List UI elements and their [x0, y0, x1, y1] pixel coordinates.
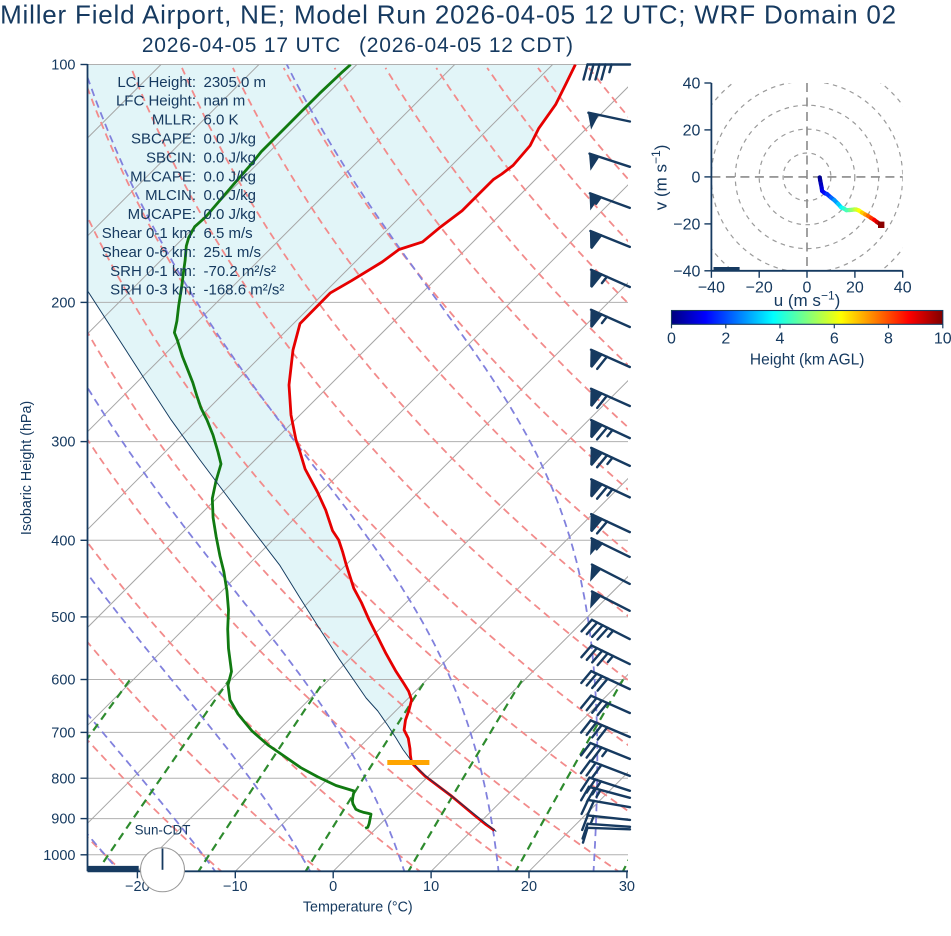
- svg-text:SBCAPE:: SBCAPE:: [131, 131, 196, 148]
- svg-text:6.5 m/s: 6.5 m/s: [204, 225, 253, 242]
- svg-text:−20: −20: [125, 879, 150, 895]
- svg-text:30: 30: [619, 879, 635, 895]
- svg-text:0.0 J/kg: 0.0 J/kg: [204, 168, 257, 185]
- svg-text:Temperature (°C): Temperature (°C): [303, 900, 413, 916]
- svg-text:25.1 m/s: 25.1 m/s: [204, 244, 262, 261]
- svg-text:2: 2: [721, 331, 730, 348]
- svg-text:20: 20: [521, 879, 537, 895]
- svg-text:10: 10: [934, 331, 951, 348]
- svg-text:Height (km AGL): Height (km AGL): [750, 352, 865, 369]
- svg-text:200: 200: [51, 296, 75, 312]
- svg-text:MUCAPE:: MUCAPE:: [128, 206, 196, 223]
- svg-text:0: 0: [667, 331, 676, 348]
- svg-text:Isobaric Height (hPa): Isobaric Height (hPa): [19, 401, 35, 535]
- svg-text:600: 600: [51, 673, 75, 689]
- svg-text:2026-04-05 17 UTC (2026-04-05: 2026-04-05 17 UTC (2026-04-05 12 CDT): [142, 34, 574, 57]
- svg-text:0: 0: [803, 280, 812, 297]
- svg-text:800: 800: [51, 771, 75, 787]
- svg-text:300: 300: [51, 435, 75, 451]
- svg-text:0.0 J/kg: 0.0 J/kg: [204, 206, 257, 223]
- svg-text:6: 6: [830, 331, 839, 348]
- svg-text:SBCIN:: SBCIN:: [146, 149, 196, 166]
- svg-text:1000: 1000: [43, 848, 75, 864]
- svg-text:8: 8: [884, 331, 893, 348]
- svg-text:40: 40: [683, 76, 701, 93]
- svg-text:0.0 J/kg: 0.0 J/kg: [204, 131, 257, 148]
- svg-text:−20: −20: [746, 280, 773, 297]
- svg-text:400: 400: [51, 533, 75, 549]
- svg-text:0.0 J/kg: 0.0 J/kg: [204, 149, 257, 166]
- svg-text:20: 20: [846, 280, 864, 297]
- svg-text:Shear 0-1 km:: Shear 0-1 km:: [102, 225, 196, 242]
- svg-text:Miller Field Airport, NE; Mode: Miller Field Airport, NE; Model Run 2026…: [0, 0, 897, 29]
- svg-text:-168.6 m²/s²: -168.6 m²/s²: [204, 282, 285, 299]
- svg-text:−40: −40: [698, 280, 725, 297]
- svg-text:MLLR:: MLLR:: [152, 112, 196, 129]
- svg-text:0.0 J/kg: 0.0 J/kg: [204, 187, 257, 204]
- svg-text:10: 10: [423, 879, 439, 895]
- svg-text:4: 4: [776, 331, 785, 348]
- svg-text:LCL Height:: LCL Height:: [117, 74, 196, 91]
- svg-text:0: 0: [329, 879, 337, 895]
- svg-text:0: 0: [691, 170, 700, 187]
- svg-text:−20: −20: [673, 217, 700, 234]
- svg-text:LFC Height:: LFC Height:: [116, 93, 196, 110]
- svg-text:SRH 0-1 km:: SRH 0-1 km:: [110, 263, 196, 280]
- svg-text:MLCIN:: MLCIN:: [145, 187, 196, 204]
- svg-text:-70.2 m²/s²: -70.2 m²/s²: [204, 263, 277, 280]
- svg-text:500: 500: [51, 610, 75, 626]
- svg-text:Shear 0-6 km:: Shear 0-6 km:: [102, 244, 196, 261]
- svg-text:20: 20: [683, 123, 701, 140]
- svg-text:nan m: nan m: [204, 93, 246, 110]
- svg-text:900: 900: [51, 812, 75, 828]
- svg-text:6.0 K: 6.0 K: [204, 112, 239, 129]
- svg-text:−10: −10: [223, 879, 248, 895]
- svg-text:−40: −40: [673, 263, 700, 280]
- svg-text:700: 700: [51, 726, 75, 742]
- svg-text:Sun-CDT: Sun-CDT: [135, 823, 191, 838]
- svg-text:SRH 0-3 km:: SRH 0-3 km:: [110, 282, 196, 299]
- svg-text:2305.0 m: 2305.0 m: [204, 74, 267, 91]
- svg-text:MLCAPE:: MLCAPE:: [130, 168, 196, 185]
- svg-text:100: 100: [51, 58, 75, 74]
- svg-text:40: 40: [894, 280, 912, 297]
